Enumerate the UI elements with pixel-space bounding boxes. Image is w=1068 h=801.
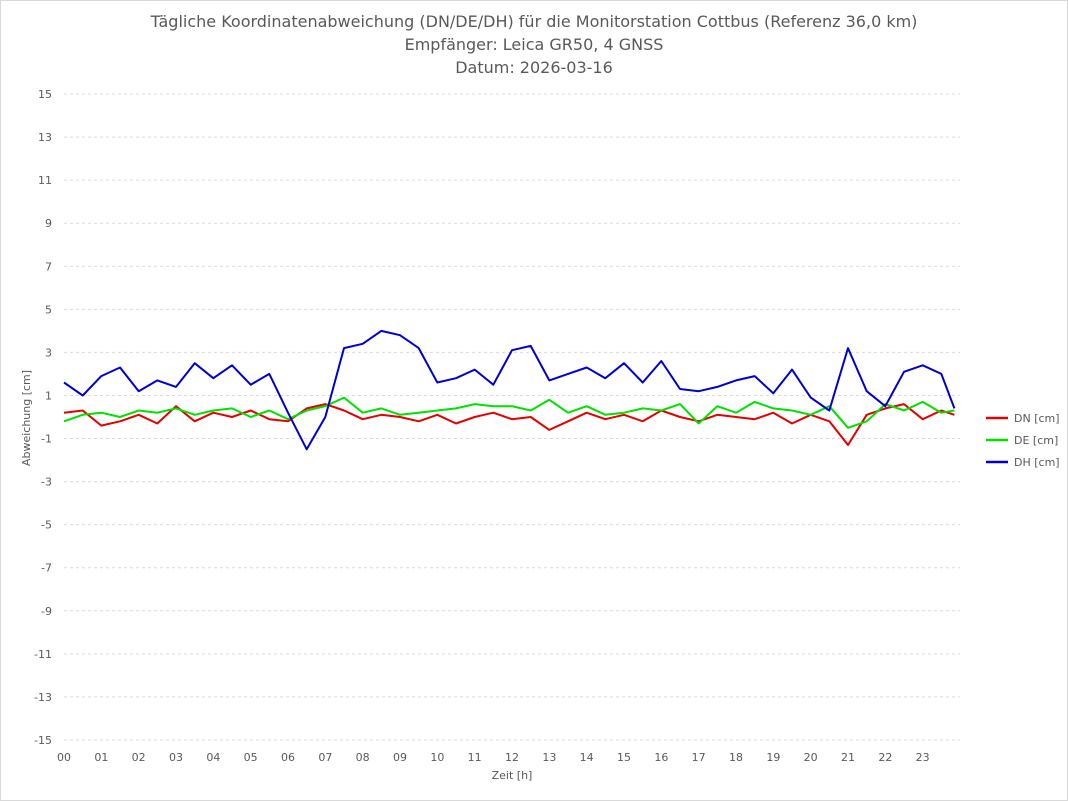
x-tick-label: 22 — [878, 751, 892, 764]
y-tick-labels: 15 13 11 9 7 5 3 1 -1 -3 -5 -7 -9 -11 -13 -15 — [34, 88, 52, 747]
x-tick-label: 03 — [169, 751, 183, 764]
x-tick-label: 08 — [356, 751, 370, 764]
x-tick-labels: 00 01 02 03 04 05 06 07 08 09 10 11 12 13 14 15 16 17 18 19… — [57, 751, 930, 764]
x-tick-label: 16 — [654, 751, 668, 764]
x-tick-label: 14 — [580, 751, 594, 764]
x-tick-label: 15 — [617, 751, 631, 764]
legend: DN [cm] DE [cm] DH [cm] — [986, 412, 1060, 469]
y-axis-label: Abweichung [cm] — [20, 370, 33, 466]
x-tick-label: 17 — [692, 751, 706, 764]
y-tick-label: -7 — [41, 562, 52, 575]
y-tick-label: -11 — [34, 648, 52, 661]
chart-subtitle-date: Datum: 2026-03-16 — [455, 58, 613, 77]
y-tick-label: -15 — [34, 734, 52, 747]
x-tick-label: 19 — [766, 751, 780, 764]
series-line-dh — [63, 329, 956, 451]
x-tick-label: 09 — [393, 751, 407, 764]
series-lines — [63, 329, 956, 451]
y-tick-label: -1 — [41, 433, 52, 446]
x-tick-label: 18 — [729, 751, 743, 764]
x-tick-label: 11 — [468, 751, 482, 764]
series-line-de — [63, 396, 955, 429]
x-tick-label: 05 — [244, 751, 258, 764]
y-tick-label: 5 — [45, 303, 52, 316]
x-tick-label: 12 — [505, 751, 519, 764]
legend-entry: DN [cm] — [1014, 412, 1060, 425]
grid-lines — [64, 93, 960, 741]
x-tick-label: 02 — [132, 751, 146, 764]
chart-title: Tägliche Koordinatenabweichung (DN/DE/DH… — [150, 12, 918, 31]
x-tick-label: 21 — [841, 751, 855, 764]
y-tick-label: -3 — [41, 476, 52, 489]
chart-subtitle-receiver: Empfänger: Leica GR50, 4 GNSS — [404, 35, 664, 54]
y-tick-label: 9 — [45, 217, 52, 230]
x-tick-label: 01 — [94, 751, 108, 764]
y-tick-label: 15 — [38, 88, 52, 101]
y-tick-label: 1 — [45, 389, 52, 402]
y-tick-label: -13 — [34, 691, 52, 704]
y-tick-label: 7 — [45, 260, 52, 273]
x-tick-label: 04 — [206, 751, 220, 764]
legend-entry: DH [cm] — [1014, 456, 1060, 469]
legend-entry: DE [cm] — [1014, 434, 1058, 447]
x-tick-label: 00 — [57, 751, 71, 764]
y-tick-label: -5 — [41, 519, 52, 532]
y-tick-label: 13 — [38, 131, 52, 144]
y-tick-label: 3 — [45, 346, 52, 359]
x-tick-label: 23 — [916, 751, 930, 764]
x-tick-label: 06 — [281, 751, 295, 764]
x-tick-label: 13 — [542, 751, 556, 764]
x-axis-label: Zeit [h] — [492, 769, 533, 782]
y-tick-label: -9 — [41, 605, 52, 618]
y-tick-label: 11 — [38, 174, 52, 187]
x-tick-label: 07 — [318, 751, 332, 764]
x-tick-label: 20 — [804, 751, 818, 764]
x-tick-label: 10 — [430, 751, 444, 764]
